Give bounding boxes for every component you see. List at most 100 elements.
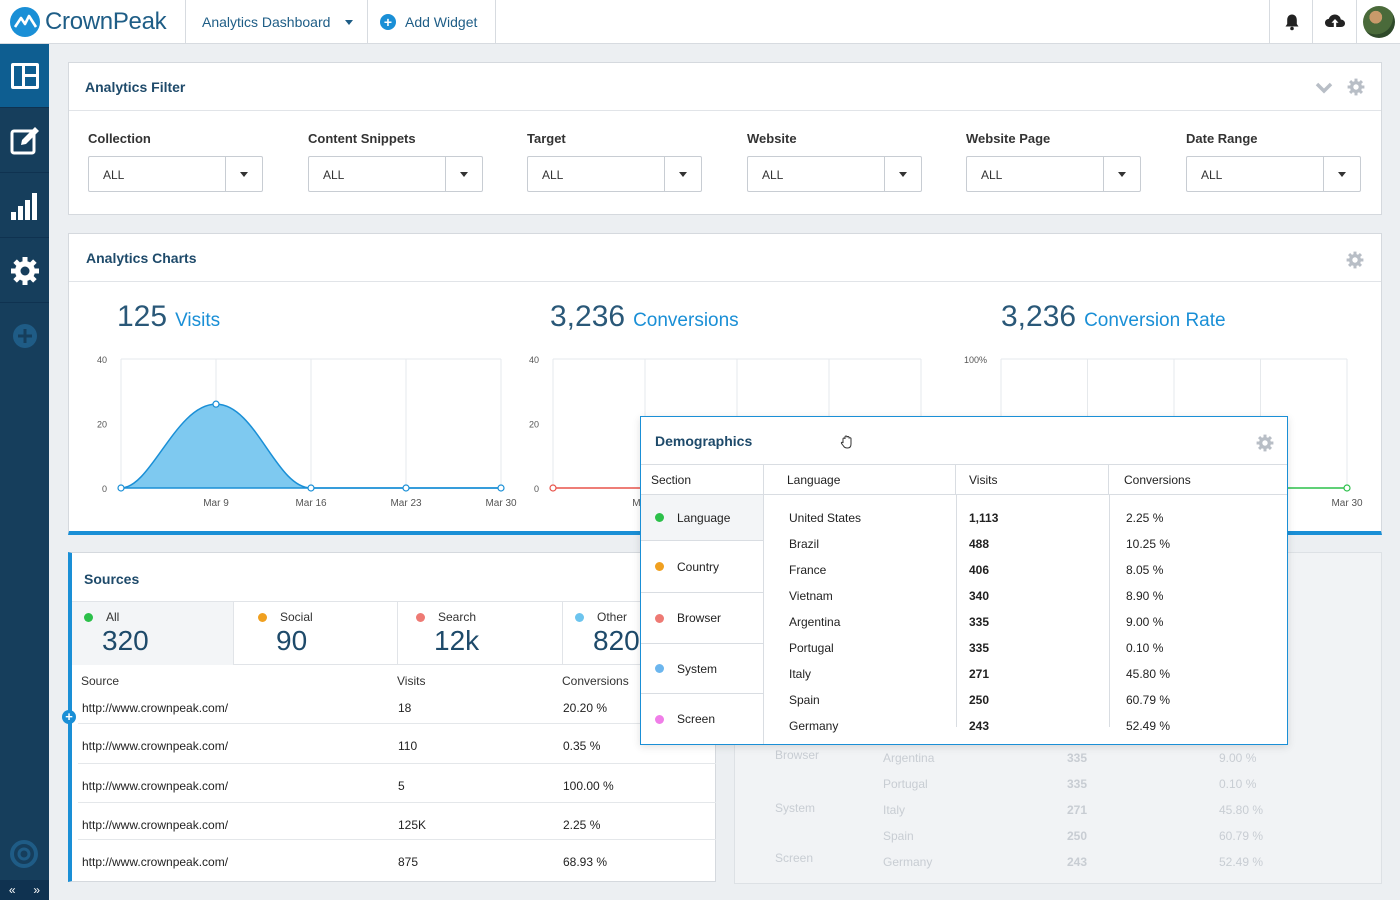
conversions-cell: 10.25 % (1126, 537, 1171, 551)
row-divider (78, 839, 716, 840)
status-dot (416, 612, 425, 622)
section-label: Browser (677, 611, 722, 625)
data-point (402, 484, 410, 492)
visits-cell: 875 (398, 855, 419, 869)
conversions-cell: 60.79 % (1126, 693, 1171, 707)
select-value: ALL (323, 168, 345, 182)
source-cell[interactable]: http://www.crownpeak.com/ (82, 818, 229, 832)
add-widget-button[interactable]: + Add Widget (368, 0, 496, 44)
date-range-select[interactable]: ALL (1186, 156, 1361, 192)
gear-icon[interactable] (1256, 434, 1274, 452)
sidebar-item-analytics[interactable] (0, 174, 49, 238)
language-cell: United States (789, 511, 862, 525)
visits-cell: 18 (398, 701, 412, 715)
tab-search[interactable]: Search 12k (398, 602, 563, 665)
section-item-language[interactable]: Language (641, 495, 764, 541)
expand-icon[interactable]: » (33, 883, 41, 897)
chevron-down-icon (240, 172, 248, 177)
sidebar-item-add[interactable] (0, 304, 49, 368)
conversions-cell: 68.93 % (563, 855, 608, 869)
collection-select[interactable]: ALL (88, 156, 263, 192)
tab-label: Other (597, 610, 628, 624)
chevron-down-icon (899, 172, 907, 177)
language-cell: Vietnam (789, 589, 833, 603)
sidebar-item-settings[interactable] (0, 239, 49, 303)
gear-icon[interactable] (1346, 251, 1364, 269)
section-item-system[interactable]: System (641, 644, 764, 694)
language-cell: Spain (883, 829, 914, 843)
logo[interactable]: CrownPeak (0, 0, 186, 44)
y-tick-label: 20 (529, 420, 539, 430)
filter-label: Target (527, 131, 566, 146)
source-cell[interactable]: http://www.crownpeak.com/ (82, 739, 229, 753)
select-value: ALL (981, 168, 1003, 182)
target-select[interactable]: ALL (527, 156, 702, 192)
tab-other[interactable]: Other 820 (563, 602, 716, 665)
website-page-select[interactable]: ALL (966, 156, 1141, 192)
chevron-down-icon (679, 172, 687, 177)
language-cell: Argentina (789, 615, 841, 629)
bar-chart-icon (10, 192, 37, 220)
gear-icon[interactable] (1347, 78, 1365, 96)
user-menu[interactable] (1356, 0, 1400, 44)
panel-title: Analytics Charts (86, 249, 197, 266)
chevron-down-icon (345, 20, 353, 25)
language-cell: Germany (883, 855, 933, 869)
language-cell: Italy (789, 667, 812, 681)
visits-cell: 243 (1067, 855, 1088, 869)
bell-icon (1285, 14, 1298, 31)
status-dot (655, 513, 664, 522)
status-dot (655, 613, 664, 623)
tab-value: 12k (434, 625, 480, 656)
ghost-section-system: System (775, 801, 816, 815)
visits-cell: 250 (1067, 829, 1088, 843)
grab-hand-icon[interactable] (839, 434, 855, 450)
kpi-visits: 125 Visits (117, 300, 220, 334)
source-cell[interactable]: http://www.crownpeak.com/ (82, 855, 229, 869)
demographics-popup[interactable]: Demographics Section Language Visits Con… (640, 416, 1288, 745)
kpi-label: Conversion Rate (1084, 310, 1226, 331)
dashboard-select[interactable]: Analytics Dashboard (186, 0, 368, 44)
ghost-section-browser: Browser (775, 748, 820, 762)
language-cell: Argentina (883, 751, 935, 765)
sidebar-item-dashboard[interactable] (0, 44, 49, 108)
dashboard-select-label: Analytics Dashboard (202, 14, 331, 30)
panel-title: Analytics Filter (85, 78, 186, 95)
chevron-down-icon (1118, 172, 1126, 177)
conversions-cell: 2.25 % (563, 818, 601, 832)
section-item-screen[interactable]: Screen (641, 694, 764, 744)
conversions-cell: 8.90 % (1126, 589, 1164, 603)
select-value: ALL (1201, 168, 1223, 182)
insert-row-plus-icon[interactable]: + (62, 710, 76, 724)
tab-social[interactable]: Social 90 (234, 602, 398, 665)
content-snippets-select[interactable]: ALL (308, 156, 483, 192)
filter-target: Target ALL (527, 131, 702, 192)
chevron-down-icon[interactable] (1315, 81, 1333, 95)
section-item-browser[interactable]: Browser (641, 593, 764, 644)
y-tick-label: 40 (529, 355, 539, 365)
y-tick-label: 40 (97, 355, 107, 365)
data-point (212, 400, 220, 408)
y-tick-label: 100% (964, 355, 987, 365)
kpi-conversions: 3,236 Conversions (550, 300, 739, 334)
kpi-label: Visits (175, 310, 221, 331)
conversions-cell: 20.20 % (563, 701, 608, 715)
tab-all[interactable]: All 320 (72, 602, 234, 665)
sidebar-item-edit[interactable] (0, 109, 49, 173)
source-cell[interactable]: http://www.crownpeak.com/ (82, 779, 229, 793)
source-cell[interactable]: http://www.crownpeak.com/ (82, 701, 229, 715)
section-item-country[interactable]: Country (641, 541, 764, 593)
tab-value: 90 (276, 625, 308, 656)
kpi-conversion-rate: 3,236 Conversion Rate (1001, 300, 1226, 334)
column-header-source: Source (81, 674, 120, 688)
visits-cell: 488 (969, 537, 990, 551)
filter-date-range: Date Range ALL (1186, 131, 1361, 192)
cloud-upload-icon (1324, 14, 1345, 30)
notifications-button[interactable] (1269, 0, 1313, 44)
help-icon[interactable] (10, 840, 38, 873)
website-select[interactable]: ALL (747, 156, 922, 192)
data-point (307, 484, 315, 492)
publish-button[interactable] (1312, 0, 1356, 44)
collapse-icon[interactable]: « (8, 883, 16, 897)
avatar (1362, 6, 1395, 38)
